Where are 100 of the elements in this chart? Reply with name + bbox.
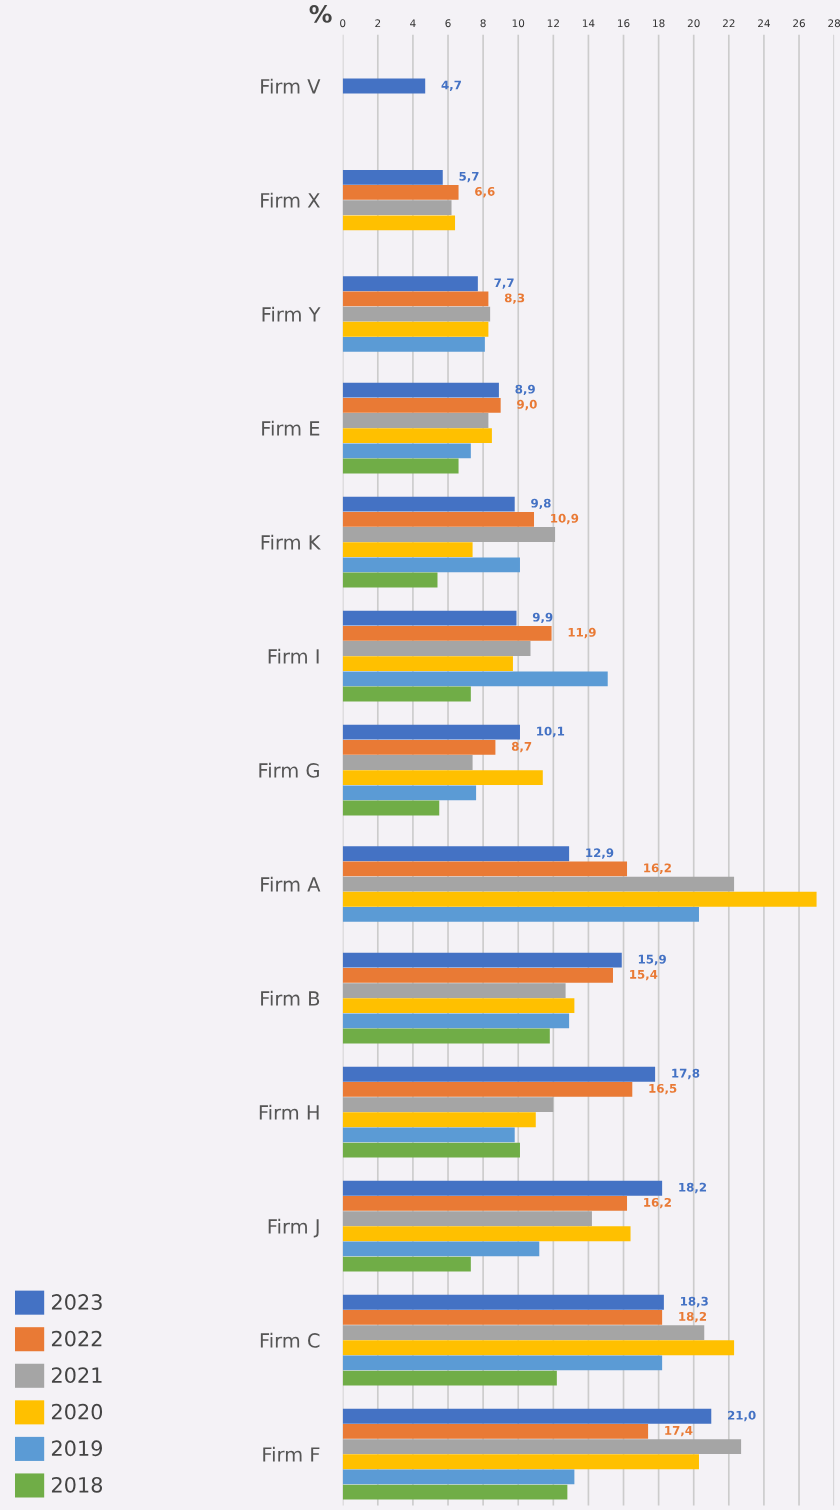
data-label: 18,2 — [679, 1182, 707, 1194]
bar — [342, 1028, 550, 1044]
x-tick-label: 4 — [410, 19, 416, 28]
bar — [342, 952, 622, 968]
legend-label: 2020 — [51, 1403, 103, 1420]
data-label: 16,2 — [644, 863, 671, 874]
legend-label: 2021 — [51, 1367, 102, 1383]
bar — [342, 1226, 631, 1242]
data-label: 18,3 — [681, 1296, 708, 1308]
data-label: 9,0 — [517, 399, 537, 411]
bar — [342, 458, 459, 474]
x-tick-label: 26 — [793, 19, 805, 28]
bar — [342, 1325, 705, 1340]
y-tick-label: Firm V — [261, 78, 321, 94]
bar — [342, 1195, 628, 1211]
bar — [342, 656, 513, 672]
bar — [342, 998, 575, 1014]
y-tick-label: Firm B — [261, 990, 320, 1006]
x-tick-label: 20 — [687, 19, 700, 28]
bar — [342, 610, 517, 626]
bar — [342, 625, 552, 641]
bar — [342, 1408, 712, 1424]
data-label: 16,2 — [644, 1197, 671, 1209]
bar — [342, 641, 531, 656]
bar — [342, 397, 501, 413]
bar — [342, 1294, 664, 1310]
bar — [342, 1112, 536, 1128]
bar — [342, 413, 489, 428]
bar — [342, 686, 471, 702]
legend-label: 2023 — [51, 1294, 102, 1310]
data-label: 16,5 — [649, 1083, 677, 1095]
bar — [342, 511, 535, 527]
bar — [342, 724, 520, 740]
data-label: 9,8 — [531, 498, 551, 510]
data-label: 10,1 — [537, 726, 565, 738]
bar — [342, 1013, 570, 1029]
data-label: 12,9 — [586, 848, 614, 859]
bar — [342, 1081, 633, 1097]
data-label: 9,9 — [532, 612, 553, 624]
x-tick-label: 12 — [547, 19, 559, 28]
data-label: 18,2 — [679, 1311, 707, 1323]
y-tick-label: Firm J — [268, 1218, 319, 1238]
bar — [342, 557, 520, 573]
data-label: 15,9 — [638, 954, 666, 966]
bar — [342, 770, 543, 786]
bar — [342, 755, 473, 770]
bar — [342, 1256, 471, 1272]
bar — [342, 1424, 649, 1439]
data-label: 17,4 — [665, 1426, 693, 1437]
bar — [342, 967, 613, 983]
x-tick-label: 22 — [722, 19, 735, 28]
bar — [342, 496, 515, 512]
bar — [342, 1211, 592, 1226]
x-tick-label: 6 — [445, 19, 451, 28]
bar — [342, 1142, 520, 1158]
x-tick-label: 2 — [375, 19, 381, 28]
bar — [342, 739, 496, 755]
y-tick-label: Firm A — [261, 876, 321, 892]
bar — [342, 1355, 663, 1371]
bar — [342, 1310, 663, 1325]
legend-label: 2022 — [51, 1330, 102, 1347]
x-tick-label: 0 — [340, 19, 346, 28]
data-label: 5,7 — [459, 171, 479, 183]
bar — [342, 1066, 656, 1082]
bar — [342, 542, 473, 558]
bar — [342, 1454, 699, 1470]
y-tick-label: Firm H — [259, 1104, 319, 1120]
data-label: 8,9 — [515, 384, 535, 396]
data-label: 21,0 — [728, 1410, 756, 1422]
data-label: 15,4 — [630, 970, 658, 981]
bar — [342, 1340, 735, 1356]
bar — [342, 1370, 557, 1386]
y-tick-label: Firm Y — [262, 306, 321, 322]
data-label: 11,9 — [568, 627, 596, 639]
data-label: 17,8 — [672, 1068, 700, 1080]
bar — [342, 1097, 554, 1112]
x-tick-label: 28 — [828, 19, 840, 28]
bar — [342, 382, 499, 398]
data-label: 7,7 — [494, 278, 514, 289]
bar — [342, 443, 471, 459]
x-tick-label: 16 — [618, 19, 630, 28]
y-tick-label: Firm K — [261, 534, 321, 550]
bar — [342, 1469, 575, 1485]
bar — [342, 1127, 515, 1143]
x-axis-title: % — [309, 4, 332, 23]
bar — [342, 1439, 742, 1454]
y-tick-label: Firm E — [262, 420, 320, 436]
data-label: 10,9 — [551, 513, 579, 525]
y-tick-label: Firm G — [259, 762, 319, 778]
x-tick-label: 14 — [582, 19, 595, 28]
bar — [342, 800, 440, 816]
bar — [342, 527, 556, 542]
x-tick-label: 18 — [653, 19, 665, 28]
legend-label: 2019 — [51, 1440, 102, 1457]
data-label: 8,7 — [511, 741, 532, 753]
legend-label: 2018 — [51, 1476, 103, 1493]
x-tick-label: 10 — [512, 19, 525, 28]
x-tick-label: 24 — [758, 19, 770, 28]
bar — [342, 572, 438, 588]
bar — [342, 671, 608, 687]
